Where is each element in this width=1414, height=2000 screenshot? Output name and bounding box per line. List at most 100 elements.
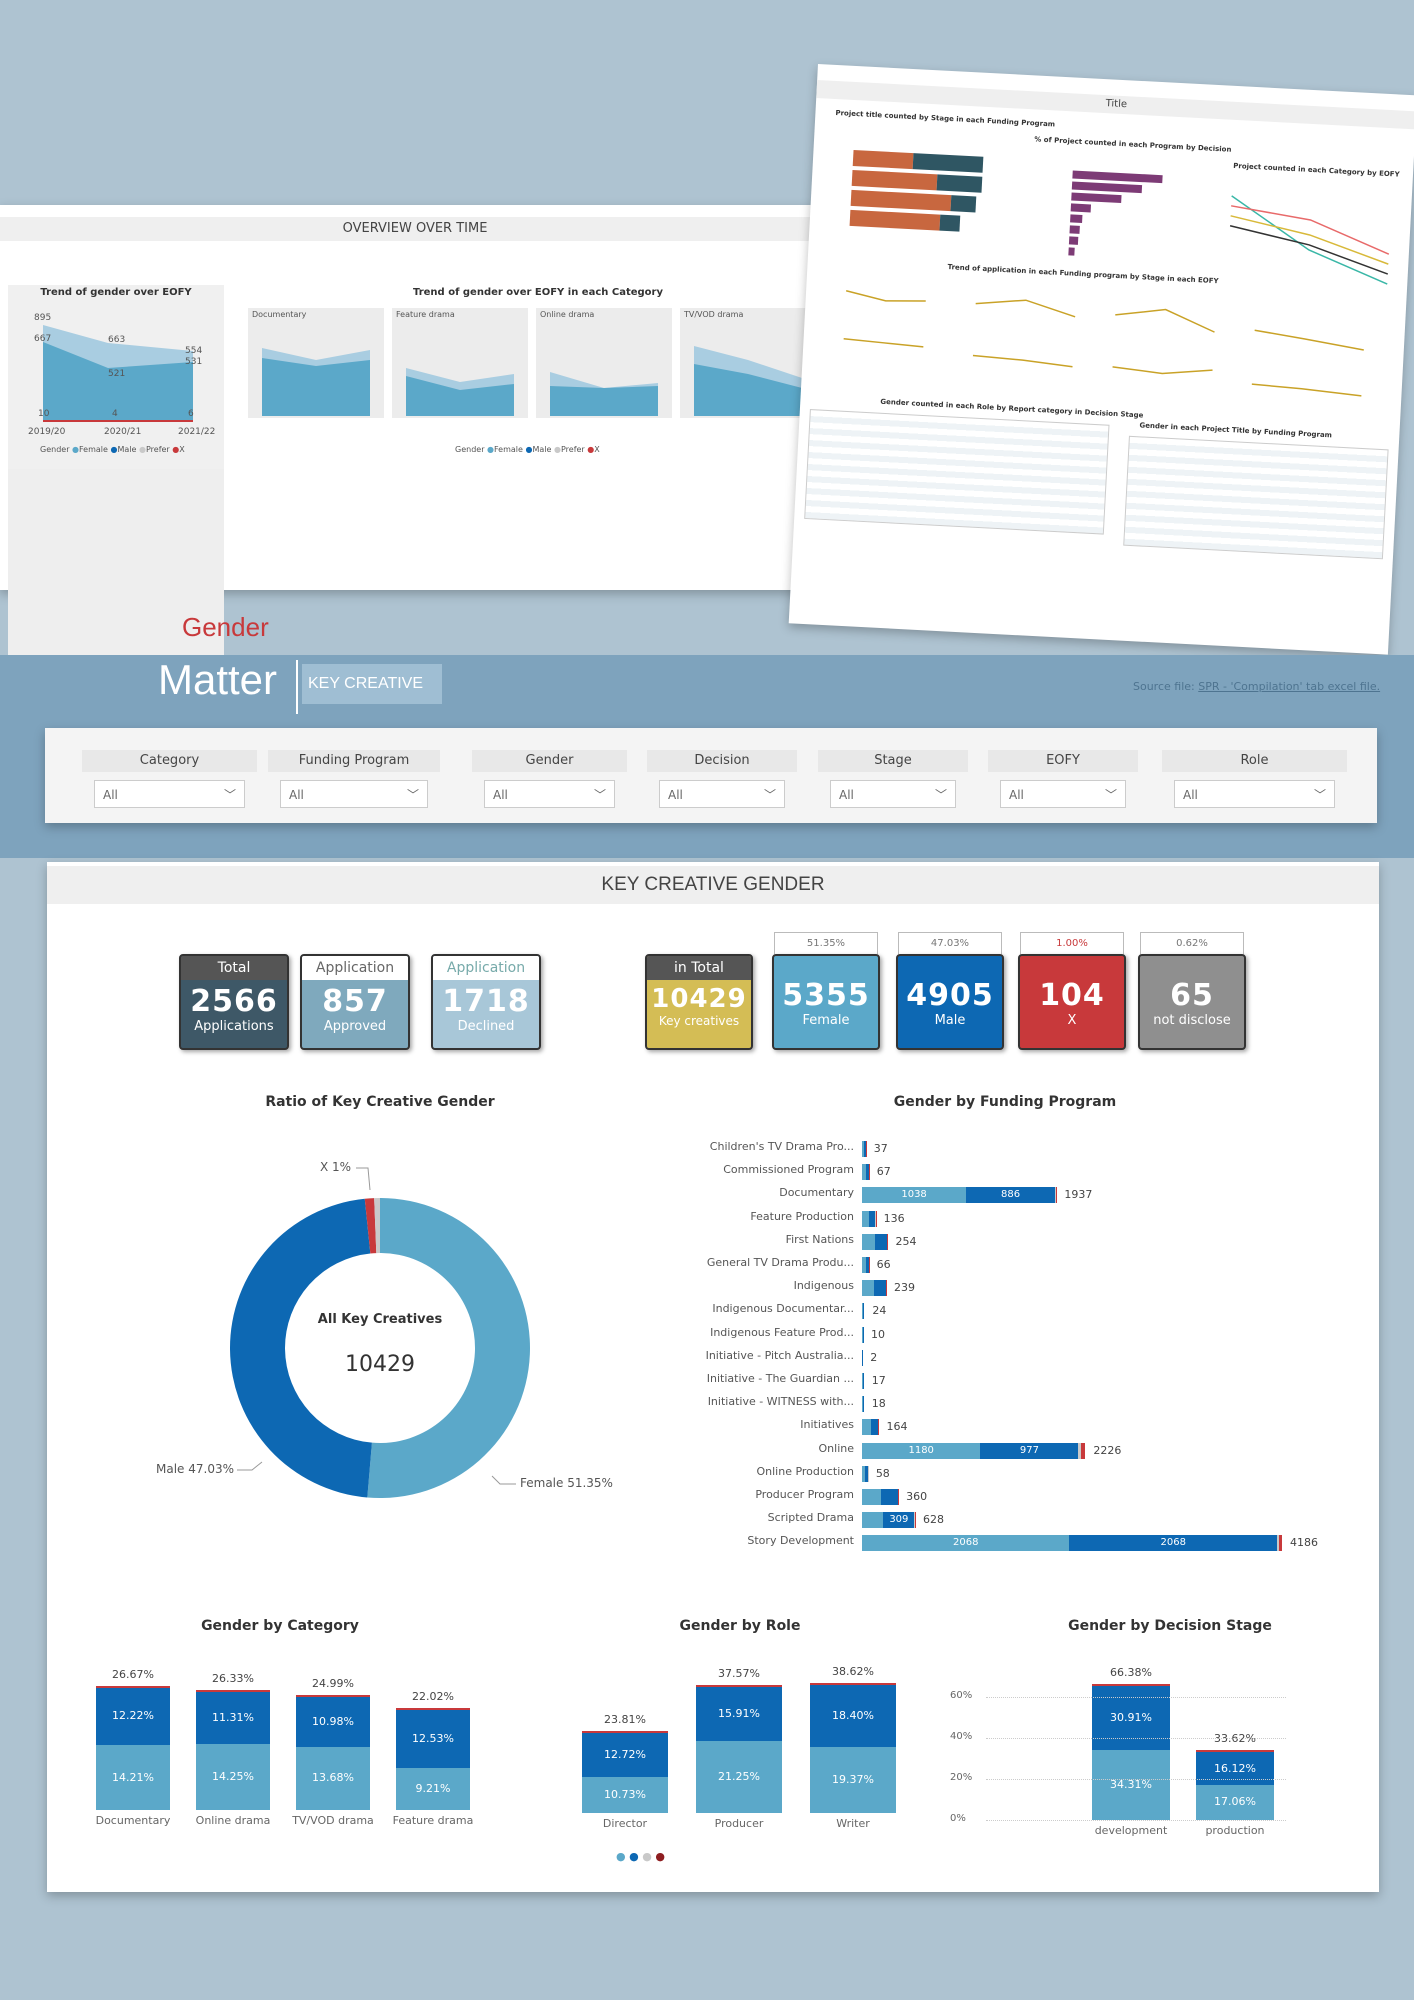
- donut-slice-female: [367, 1198, 531, 1498]
- bar-total-label: 24.99%: [312, 1676, 354, 1690]
- filter-label-gender: Gender: [472, 750, 627, 772]
- bar-cap-x: [810, 1682, 896, 1685]
- funding-row: Feature Production 136: [690, 1210, 1340, 1228]
- card-key-creatives: in Total 10429 Key creatives: [645, 954, 753, 1050]
- funding-bar-female: [862, 1233, 876, 1250]
- funding-total: 136: [883, 1211, 905, 1225]
- bar-female: 19.37%: [810, 1747, 896, 1813]
- rotated-c6-title: Gender in each Project Title by Funding …: [1139, 421, 1333, 440]
- card-x: 104 X: [1018, 954, 1126, 1050]
- funding-bar-female: [862, 1512, 884, 1529]
- tab-key-creative[interactable]: KEY CREATIVE: [302, 664, 442, 704]
- funding-label: General TV Drama Produ...: [706, 1256, 854, 1269]
- funding-bar-male: [864, 1141, 866, 1157]
- y-tick: 20%: [950, 1772, 973, 1783]
- funding-label: Indigenous Feature Prod...: [710, 1325, 854, 1339]
- bar-total-label: 37.57%: [718, 1666, 760, 1680]
- funding-label: Initiatives: [800, 1418, 854, 1432]
- gridline: [986, 1820, 1286, 1821]
- bar-cap-x: [582, 1731, 668, 1734]
- funding-row: Producer Program 360: [690, 1488, 1340, 1506]
- source-file-link[interactable]: SPR - 'Compilation' tab excel file.: [1198, 680, 1381, 693]
- gridline: [986, 1779, 1286, 1780]
- funding-bar-female: 1180: [862, 1442, 981, 1459]
- funding-bar-male: [863, 1303, 865, 1320]
- donut-slice-x: [364, 1198, 377, 1254]
- funding-total: 628: [922, 1513, 944, 1527]
- donut-center-label: All Key Creatives: [317, 1312, 443, 1327]
- bar-male: 15.91%: [696, 1686, 782, 1741]
- category-label: Documentary: [95, 1814, 171, 1827]
- funding-bar-male: 886: [966, 1187, 1056, 1204]
- rotated-c4-lines: [843, 290, 1364, 397]
- category-label: production: [1205, 1824, 1265, 1837]
- overview-banner: OVERVIEW OVER TIME: [0, 217, 830, 241]
- funding-total: 2: [870, 1350, 878, 1364]
- funding-bar-female: [862, 1373, 863, 1389]
- chevron-down-icon: ﹀: [223, 788, 236, 802]
- filter-dropdown-category[interactable]: All ﹀: [94, 780, 245, 808]
- chevron-down-icon: ﹀: [1104, 788, 1117, 802]
- filter-label-decision: Decision: [647, 750, 797, 772]
- decision-title: Gender by Decision Stage: [1068, 1618, 1272, 1634]
- donut-label-x: X 1%: [320, 1160, 352, 1174]
- card-female: 5355 Female: [772, 954, 880, 1050]
- cat-areas: [262, 346, 802, 416]
- cat-trend-title: Trend of gender over EOFY in each Catego…: [413, 287, 663, 298]
- card-male: 4905 Male: [896, 954, 1004, 1050]
- trend-label: 6: [188, 409, 194, 419]
- trend-year: 2020/21: [104, 427, 142, 437]
- funding-bar-male: [875, 1233, 887, 1250]
- rotated-c5-table: [804, 409, 1110, 535]
- bar-cap-x: [1196, 1749, 1274, 1752]
- bar-male: 30.91%: [1092, 1686, 1170, 1750]
- filter-dropdown-role[interactable]: All ﹀: [1174, 780, 1335, 808]
- filter-dropdown-decision[interactable]: All ﹀: [659, 780, 785, 808]
- funding-bar-female: [862, 1257, 866, 1273]
- funding-label: Documentary: [779, 1186, 854, 1200]
- trend-year: 2019/20: [28, 427, 66, 437]
- bar-female: 17.06%: [1196, 1785, 1274, 1820]
- funding-label: Feature Production: [750, 1209, 854, 1223]
- donut-slice-male: [230, 1198, 372, 1498]
- header-divider: [296, 660, 298, 714]
- funding-bar-female: [862, 1164, 866, 1181]
- funding-bar-prefer: [1276, 1535, 1279, 1552]
- filter-dropdown-gender[interactable]: All ﹀: [484, 780, 615, 808]
- chevron-down-icon: ﹀: [763, 788, 776, 802]
- filter-bar: [45, 728, 1377, 823]
- filter-dropdown-stage[interactable]: All ﹀: [830, 780, 956, 808]
- bar-cap-x: [196, 1690, 270, 1693]
- funding-bar-male: 977: [980, 1442, 1079, 1459]
- funding-row: Online Production 58: [690, 1465, 1340, 1483]
- funding-total: 37: [873, 1142, 888, 1155]
- rotated-report-screenshot: Title Project title counted by Stage in …: [788, 64, 1414, 655]
- funding-total: 4186: [1290, 1536, 1318, 1550]
- main-title: KEY CREATIVE GENDER: [47, 866, 1379, 904]
- trend-year: 2021/22: [178, 427, 216, 437]
- y-tick: 0%: [950, 1813, 966, 1824]
- cat-legend: Gender ●Female ●Male ●Prefer ●X: [455, 445, 600, 454]
- bar-male: 16.12%: [1196, 1751, 1274, 1785]
- funding-bar-female: [862, 1489, 882, 1505]
- trend-label: 667: [34, 334, 52, 344]
- trend-label: 531: [185, 357, 203, 367]
- funding-bar-male: [865, 1257, 869, 1273]
- funding-row: Story Development 2068 2068 4186: [690, 1534, 1340, 1552]
- funding-row: Children's TV Drama Pro... 37: [690, 1140, 1340, 1158]
- filter-dropdown-funding-program[interactable]: All ﹀: [280, 780, 428, 808]
- funding-row: Scripted Drama 309 628: [690, 1511, 1340, 1529]
- funding-label: First Nations: [785, 1232, 854, 1246]
- rotated-c2-title: % of Project counted in each Program by …: [1034, 135, 1232, 154]
- gender-by-decision-chart: 34.31% 30.91% 66.38% development 17.06% 16.12…: [950, 1645, 1310, 1865]
- filter-dropdown-eofy[interactable]: All ﹀: [1000, 780, 1126, 808]
- chevron-down-icon: ﹀: [934, 788, 947, 802]
- trend-label: 663: [108, 335, 126, 345]
- funding-bar-female: [862, 1396, 863, 1413]
- bar-female: 21.25%: [696, 1740, 782, 1813]
- category-label: Feature drama: [392, 1814, 474, 1827]
- category-label: TV/VOD drama: [292, 1814, 374, 1827]
- funding-row: Initiative - The Guardian ... 17: [690, 1372, 1340, 1390]
- bar-total-label: 23.81%: [604, 1713, 646, 1727]
- filter-label-funding-program: Funding Program: [268, 750, 440, 772]
